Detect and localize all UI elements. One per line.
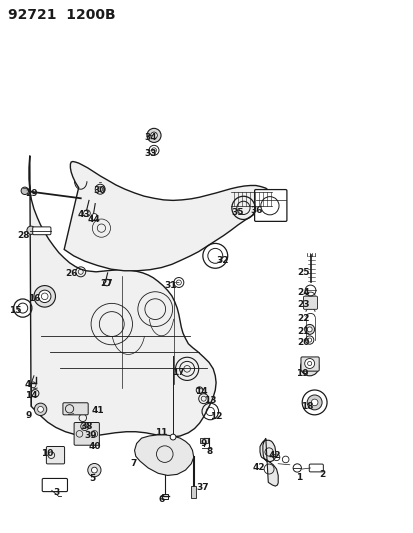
Text: 42: 42	[268, 451, 281, 460]
Circle shape	[150, 132, 157, 139]
Text: 32: 32	[216, 256, 228, 264]
Text: 20: 20	[297, 338, 309, 346]
Circle shape	[311, 399, 317, 406]
Text: 17: 17	[171, 368, 184, 376]
Circle shape	[34, 403, 47, 416]
Text: 3: 3	[54, 488, 60, 497]
Text: 8: 8	[206, 448, 212, 456]
Circle shape	[304, 359, 314, 368]
Circle shape	[304, 296, 316, 309]
Circle shape	[83, 210, 90, 216]
Circle shape	[34, 286, 55, 307]
Text: 28: 28	[17, 231, 30, 240]
FancyBboxPatch shape	[74, 423, 99, 445]
Polygon shape	[29, 156, 216, 437]
Text: 9: 9	[200, 439, 206, 448]
Text: 12: 12	[210, 413, 222, 421]
Text: 13: 13	[204, 397, 216, 405]
Text: 19: 19	[295, 369, 308, 377]
Text: 23: 23	[297, 301, 309, 309]
Circle shape	[300, 358, 318, 376]
Circle shape	[21, 187, 28, 195]
Bar	[191, 486, 196, 498]
Circle shape	[38, 290, 51, 303]
Text: 26: 26	[65, 269, 78, 278]
Text: 34: 34	[144, 133, 156, 142]
Circle shape	[91, 467, 97, 473]
Circle shape	[91, 214, 97, 220]
Text: 31: 31	[164, 281, 177, 290]
Text: 27: 27	[100, 279, 112, 288]
Text: 4: 4	[25, 381, 31, 389]
FancyBboxPatch shape	[300, 357, 318, 371]
Text: 6: 6	[158, 496, 164, 504]
Circle shape	[27, 226, 35, 235]
Polygon shape	[134, 435, 193, 475]
FancyBboxPatch shape	[33, 227, 51, 235]
Text: 38: 38	[81, 422, 93, 431]
Text: 14: 14	[195, 387, 207, 396]
Text: 37: 37	[196, 483, 209, 492]
Text: 40: 40	[89, 442, 101, 451]
Text: 92721  1200B: 92721 1200B	[8, 8, 115, 22]
Text: 24: 24	[297, 288, 309, 297]
FancyBboxPatch shape	[309, 464, 323, 472]
FancyBboxPatch shape	[46, 447, 64, 464]
Text: 5: 5	[89, 474, 95, 483]
Text: 41: 41	[91, 406, 103, 415]
Text: 11: 11	[155, 429, 167, 437]
Text: 1: 1	[295, 473, 301, 481]
Text: 36: 36	[250, 206, 262, 215]
Text: 22: 22	[297, 314, 309, 323]
Bar	[200, 438, 207, 443]
Text: 16: 16	[28, 294, 40, 303]
Text: 39: 39	[85, 432, 97, 440]
Circle shape	[306, 395, 321, 410]
FancyBboxPatch shape	[42, 479, 67, 491]
Text: 7: 7	[130, 459, 136, 468]
FancyBboxPatch shape	[63, 403, 88, 415]
Text: 42: 42	[252, 464, 264, 472]
Bar	[161, 494, 167, 499]
Circle shape	[88, 464, 101, 477]
Text: 25: 25	[297, 269, 309, 277]
Polygon shape	[64, 161, 272, 271]
Text: 29: 29	[25, 189, 37, 198]
FancyBboxPatch shape	[303, 296, 317, 309]
Text: 44: 44	[88, 215, 100, 224]
Text: 35: 35	[230, 208, 243, 216]
Text: 9: 9	[26, 411, 32, 420]
Circle shape	[306, 327, 311, 332]
Text: 30: 30	[93, 187, 105, 195]
Polygon shape	[259, 438, 278, 486]
Circle shape	[38, 407, 43, 412]
FancyBboxPatch shape	[254, 190, 286, 221]
Text: 33: 33	[144, 149, 156, 158]
Text: 15: 15	[9, 306, 21, 314]
Text: 18: 18	[300, 402, 312, 410]
Text: 10: 10	[40, 449, 53, 457]
Circle shape	[304, 325, 314, 334]
Text: 21: 21	[297, 327, 309, 336]
Circle shape	[170, 434, 176, 440]
Text: 14: 14	[25, 391, 37, 400]
Text: 2: 2	[318, 470, 324, 479]
Text: 43: 43	[78, 210, 90, 219]
Circle shape	[147, 128, 161, 142]
